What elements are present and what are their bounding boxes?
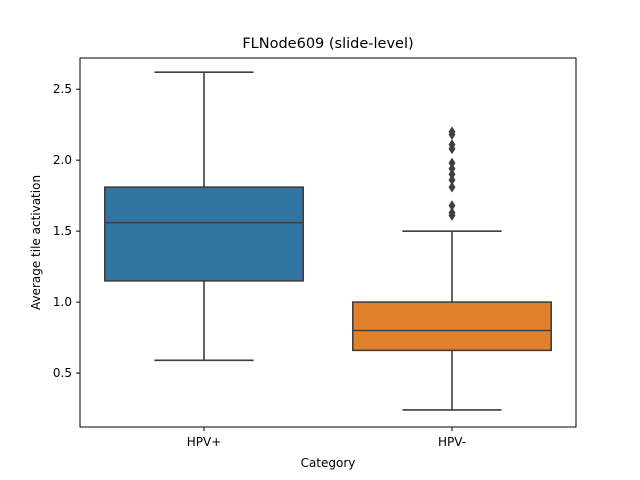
x-axis-label: Category (301, 456, 356, 470)
y-tick-label: 0.5 (53, 366, 72, 380)
outlier-point (448, 163, 456, 175)
outlier-point (448, 126, 456, 138)
y-tick-label: 1.5 (53, 224, 72, 238)
outlier-point (448, 168, 456, 180)
y-tick-label: 2.5 (53, 82, 72, 96)
y-tick-label: 1.0 (53, 295, 72, 309)
axes-frame (79, 57, 577, 428)
iqr-box (104, 186, 304, 282)
y-tick-label: 2.0 (53, 153, 72, 167)
outlier-point (448, 207, 456, 219)
y-axis-label: Average tile activation (29, 175, 43, 310)
iqr-box (351, 301, 552, 352)
x-tick-label: HPV+ (187, 435, 222, 449)
plot-area: 0.5 1.0 1.5 2.0 2.5 HPV+ HPV- (53, 71, 552, 449)
outlier-point (448, 139, 456, 151)
x-tick-label: HPV- (438, 435, 466, 449)
outlier-point (448, 200, 456, 212)
outlier-point (448, 174, 456, 186)
chart-title: FLNode609 (slide-level) (242, 36, 413, 52)
outlier-point (448, 181, 456, 193)
outlier-point (448, 157, 456, 169)
